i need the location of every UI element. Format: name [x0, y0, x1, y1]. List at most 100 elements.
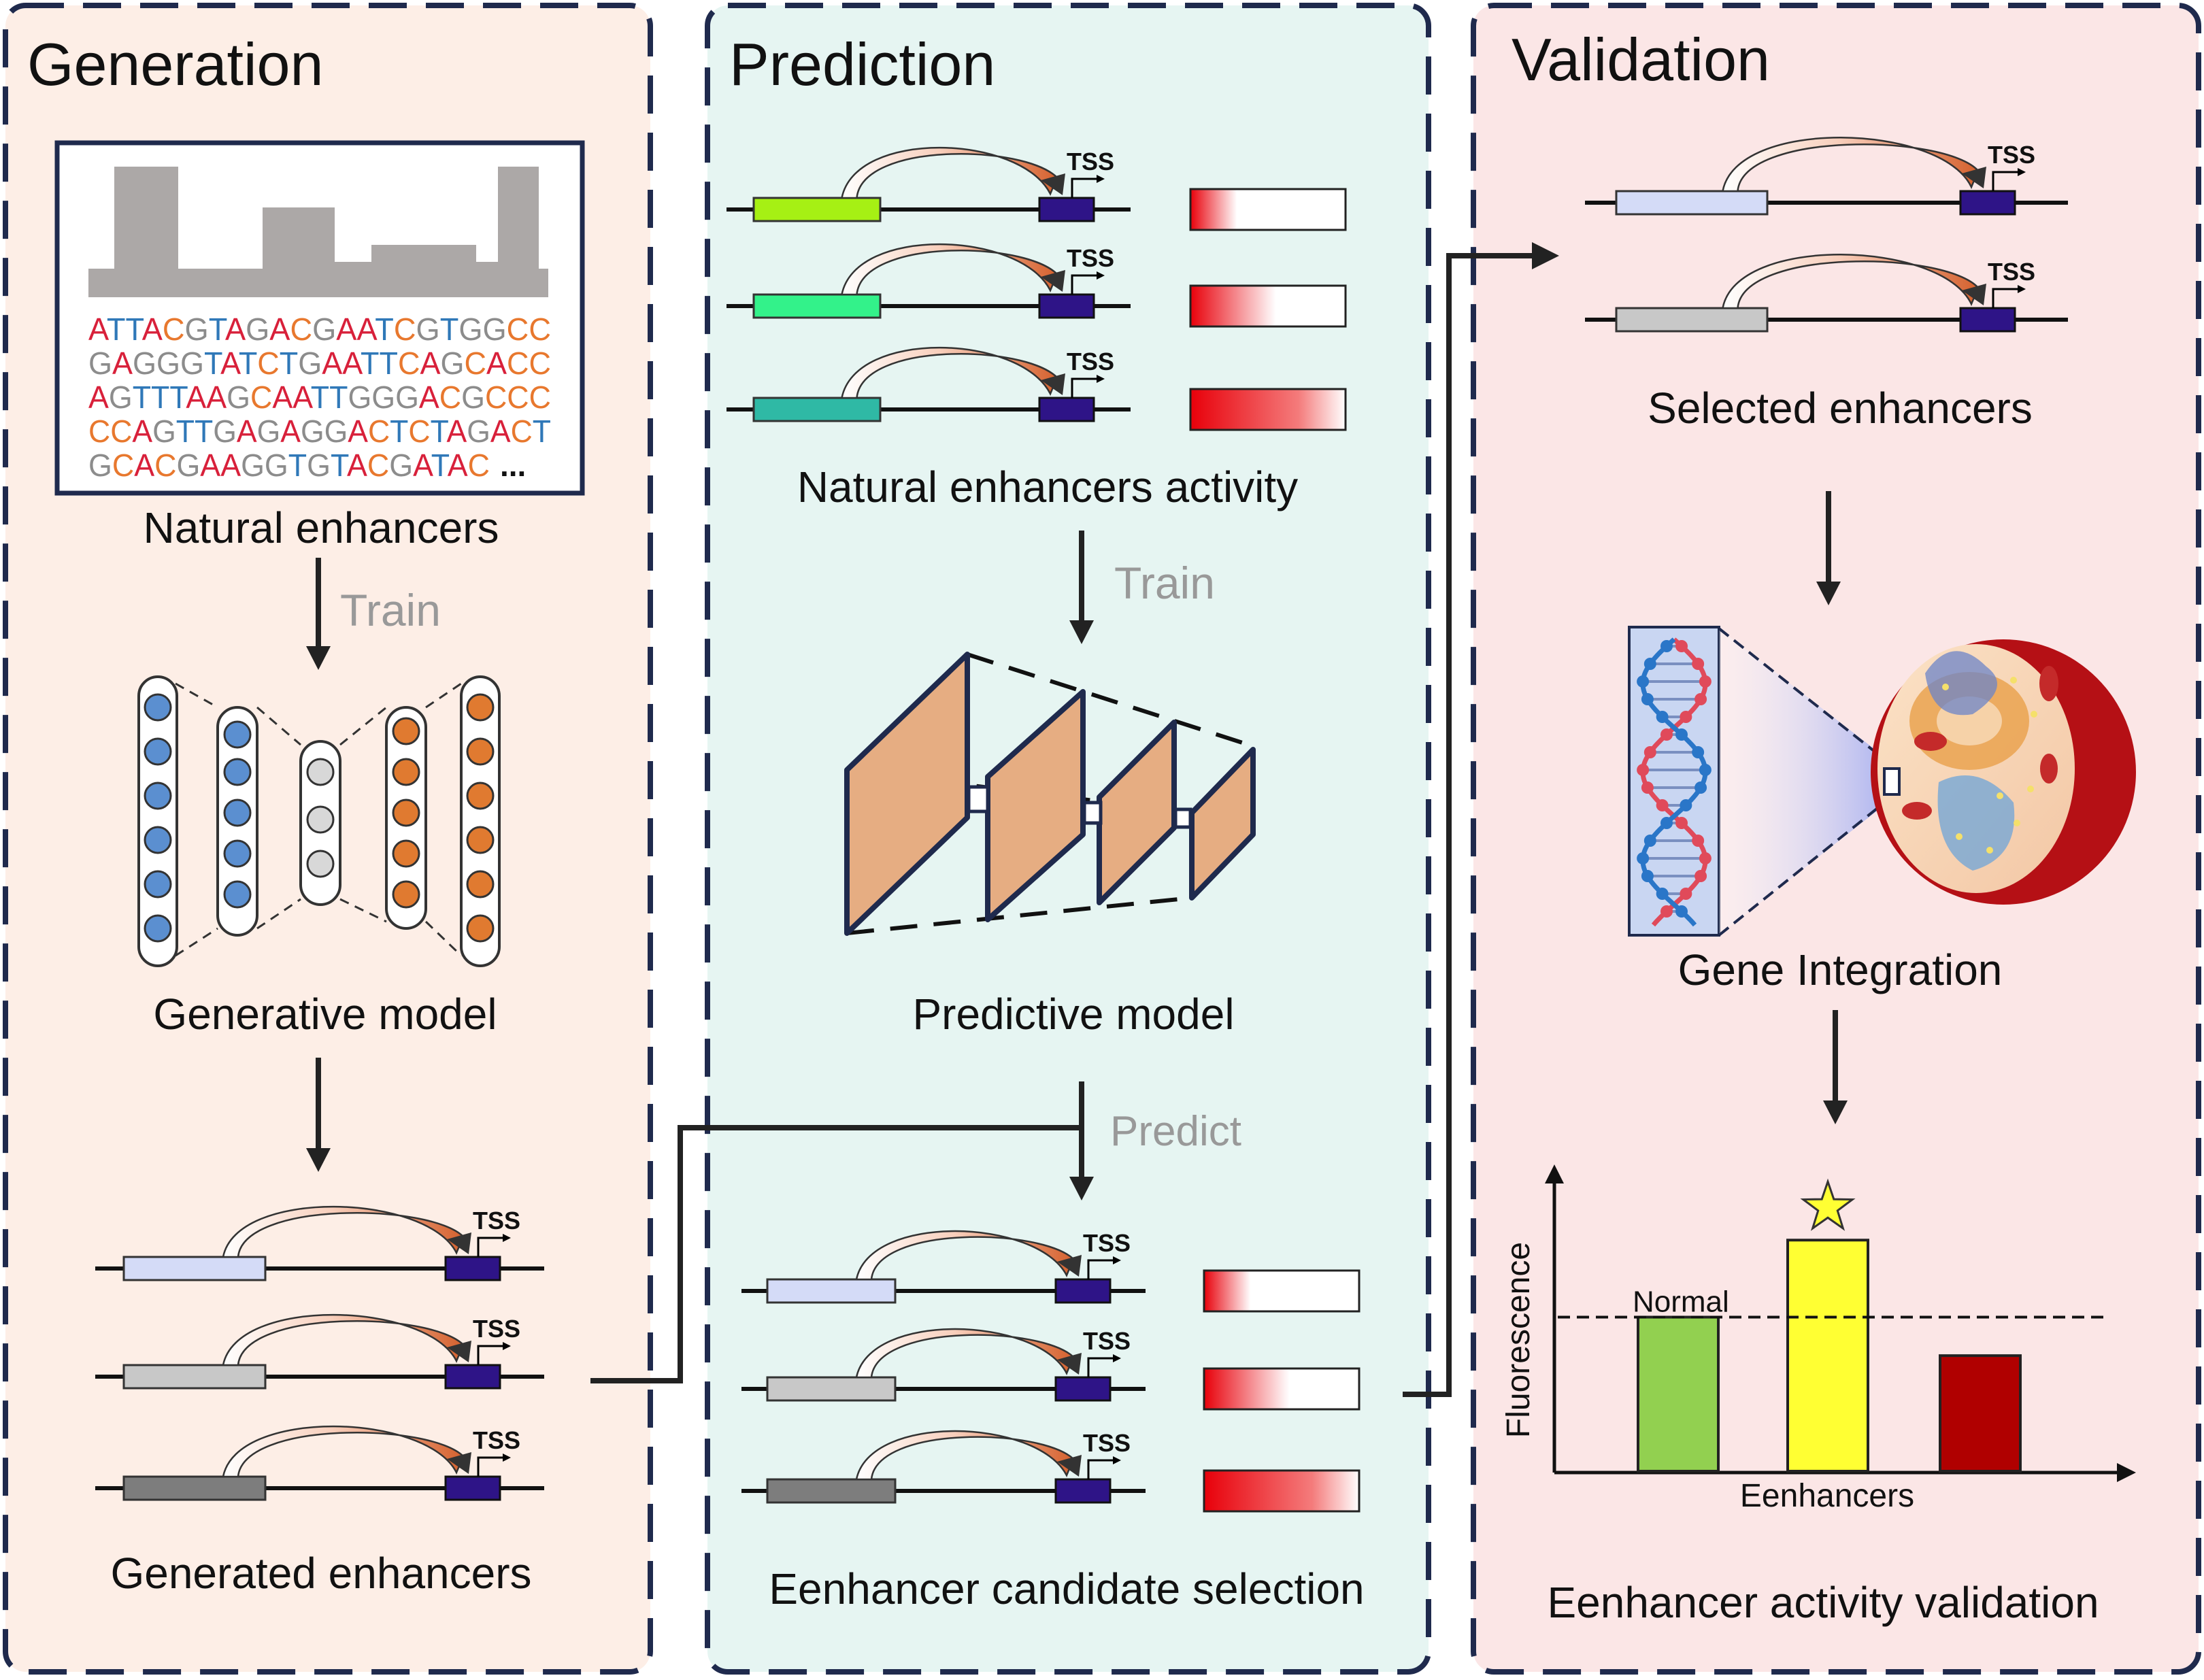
validation-title: Validation — [1512, 26, 1770, 93]
arc-arrowhead — [1041, 270, 1065, 292]
network-node — [144, 870, 172, 898]
promoter-block — [1959, 307, 2016, 333]
arc-arrowhead — [447, 1341, 471, 1362]
network-node — [144, 737, 172, 766]
sequence-line: GCACGAAGGTGTACGATAC — [88, 448, 490, 483]
tss-label: TSS — [1067, 348, 1114, 375]
network-node — [144, 914, 172, 943]
promoter-block — [444, 1475, 501, 1501]
network-node — [392, 839, 420, 868]
arc-arrowhead — [447, 1452, 471, 1474]
enhancer-construct: TSS — [1585, 137, 2068, 216]
chart-y-axis-arrowhead — [1545, 1164, 1564, 1183]
arc-arrowhead — [1057, 1353, 1082, 1375]
fluorescence-chart: Normal Fluorescence Eenhancers — [1501, 1164, 2136, 1514]
dna-backbone — [1640, 637, 1708, 927]
arc-arrowhead — [1041, 173, 1065, 195]
network-node — [306, 850, 335, 878]
sequence-logo-histogram — [88, 167, 548, 297]
tss-label: TSS — [1067, 244, 1114, 272]
tss-label: TSS — [1988, 258, 2035, 286]
chart-bar — [1939, 1354, 2022, 1473]
normal-label: Normal — [1633, 1286, 1729, 1319]
promoter-block — [1038, 293, 1095, 319]
promoter-block — [444, 1364, 501, 1390]
sequence-text-block: ATTACGTAGACGAATCGTGGCCGAGGGTATCTGAATTCAG… — [88, 312, 551, 483]
cnn-kernels — [967, 785, 1192, 829]
enhancer-construct: TSS — [1585, 254, 2068, 333]
activity-validation-label: Eenhancer activity validation — [1547, 1578, 2099, 1627]
enhancer-block — [1615, 190, 1769, 216]
sequence-line: CCAGTTGAGAGGACTCTAGACT — [88, 414, 551, 449]
candidate-constructs: TSS TSS TSS — [741, 1229, 1360, 1513]
enhancer-block — [766, 1478, 897, 1504]
gene-integration-label: Gene Integration — [1678, 945, 2003, 994]
network-node — [223, 880, 252, 909]
star-icon — [1800, 1178, 1856, 1231]
activity-bar — [1189, 388, 1347, 431]
enhancer-construct: TSS — [95, 1205, 544, 1281]
predictive-model-label: Predictive model — [912, 990, 1234, 1039]
cnn-layer-2 — [985, 689, 1086, 922]
enhancer-construct: TSS — [727, 146, 1347, 231]
activity-bar — [1203, 1269, 1360, 1313]
arc-arrowhead — [1057, 1255, 1082, 1277]
promoter-block — [1054, 1478, 1112, 1504]
selected-enhancers-label: Selected enhancers — [1648, 384, 2033, 433]
tss-label: TSS — [473, 1207, 520, 1234]
generated-enhancers-label: Generated enhancers — [110, 1549, 531, 1598]
candidate-selection-label: Eenhancer candidate selection — [769, 1564, 1364, 1613]
dna-helix-icon — [1637, 637, 1712, 927]
predict-arrowhead — [1069, 1177, 1094, 1200]
promoter-block — [1054, 1376, 1112, 1402]
network-node — [144, 782, 172, 810]
network-node — [392, 758, 420, 786]
network-node — [306, 805, 335, 834]
promoter-block — [444, 1256, 501, 1281]
arrowhead-to-chart — [1823, 1101, 1848, 1124]
network-node — [144, 693, 172, 722]
activity-bar — [1189, 284, 1347, 328]
network-node — [223, 839, 252, 868]
enhancer-block — [122, 1364, 267, 1390]
enhancer-block — [122, 1256, 267, 1281]
generation-title: Generation — [27, 31, 323, 98]
natural-activity-constructs: TSS TSS TSS — [727, 146, 1347, 431]
tss-label: TSS — [1988, 141, 2035, 169]
train-arrowhead-generation — [306, 646, 331, 670]
arrowhead-to-integration — [1816, 582, 1841, 605]
natural-activity-label: Natural enhancers activity — [797, 463, 1298, 511]
arrowhead-to-generated — [306, 1148, 331, 1172]
promoter-block — [1038, 197, 1095, 222]
chart-xlabel: Eenhancers — [1740, 1478, 1914, 1514]
promoter-block — [1054, 1278, 1112, 1304]
arc-arrowhead — [447, 1232, 471, 1254]
enhancer-construct: TSS — [741, 1429, 1360, 1513]
cell-icon — [1871, 639, 2136, 905]
flow-line-selection-to-validation — [1403, 253, 1537, 1397]
zoom-beam — [1719, 628, 1898, 935]
network-node — [466, 782, 495, 810]
enhancer-block — [1615, 307, 1769, 333]
chart-bars — [1637, 1239, 2022, 1473]
tss-label: TSS — [1067, 148, 1114, 175]
enhancer-block — [766, 1278, 897, 1304]
enhancer-block — [752, 197, 882, 222]
network-node — [223, 799, 252, 827]
natural-enhancers-label: Natural enhancers — [144, 503, 499, 552]
enhancer-construct: TSS — [741, 1327, 1360, 1411]
sequence-line: GAGGGTATCTGAATTCAGCACC — [88, 346, 551, 381]
network-node — [466, 870, 495, 898]
network-node — [223, 720, 252, 749]
network-node — [466, 826, 495, 854]
flow-line-generated-to-selection — [590, 1125, 1082, 1383]
chart-ylabel: Fluorescence — [1501, 1242, 1537, 1438]
sequence-line: AGTTTAAGCAATTGGGACGCCC — [88, 380, 551, 415]
chart-x-axis-arrowhead — [2117, 1463, 2136, 1482]
cnn-layer-1 — [844, 652, 970, 936]
network-node — [466, 737, 495, 766]
sequence-ellipsis: ... — [500, 448, 526, 483]
promoter-block — [1038, 397, 1095, 422]
